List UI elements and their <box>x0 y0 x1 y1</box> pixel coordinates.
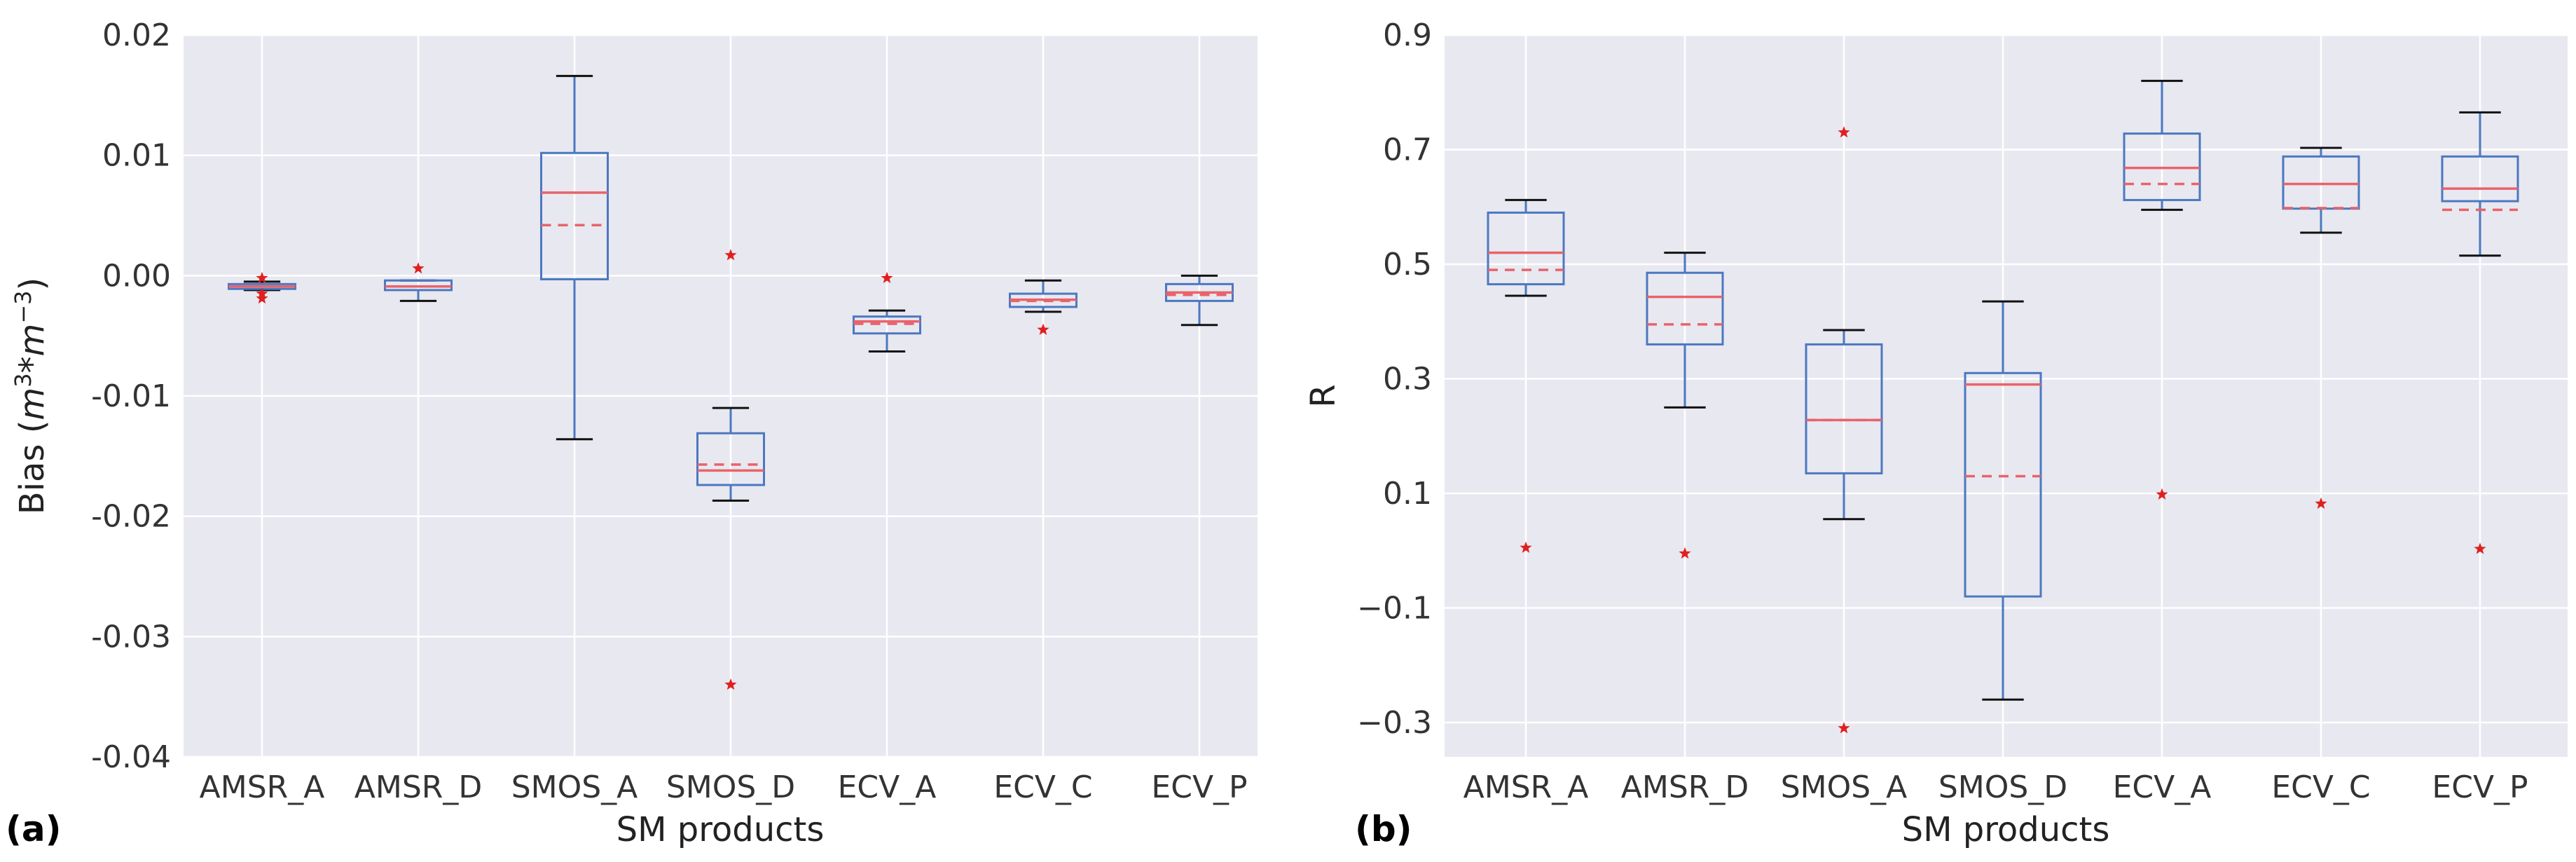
panel-a: -0.04-0.03-0.02-0.010.000.010.02 AMSR_A A… <box>6 18 1258 849</box>
x-tick-label: AMSR_A <box>1463 769 1589 805</box>
y-axis-label-a-main: Bias ( <box>13 420 52 515</box>
y-tick-label: 0.5 <box>1383 247 1432 282</box>
outlier-marker <box>881 271 893 283</box>
outlier-marker <box>2156 488 2168 500</box>
outlier-marker <box>724 678 737 690</box>
y-axis-label-a-m2: m <box>13 324 52 357</box>
outlier-marker <box>2474 542 2486 554</box>
y-tick-label: -0.02 <box>91 499 171 535</box>
y-tick-label: 0.02 <box>102 18 171 53</box>
x-tick-label: AMSR_D <box>1621 769 1749 805</box>
panel-label-b: (b) <box>1355 809 1412 849</box>
outlier-marker <box>412 262 425 274</box>
y-axis-label-a-mid: * <box>13 356 52 373</box>
box-marks-a <box>228 74 1234 690</box>
y-axis-label-a-exp2: −3 <box>10 291 36 324</box>
x-tick-label: SMOS_D <box>666 769 795 805</box>
y-tick-label: -0.03 <box>91 619 171 655</box>
x-tick-label: ECV_A <box>838 769 937 805</box>
y-tick-label: −0.1 <box>1357 590 1432 626</box>
plot-area-b <box>1445 35 2568 757</box>
y-tick-labels-a: -0.04 -0.03 -0.02 -0.01 0.00 0.01 0.02 <box>91 18 171 775</box>
y-tick-label: 0.01 <box>102 138 171 174</box>
y-tick-label: 0.9 <box>1383 18 1432 53</box>
x-tick-label: SMOS_A <box>511 769 638 805</box>
y-tick-label: 0.7 <box>1383 132 1432 167</box>
box-iqr <box>540 151 609 280</box>
outlier-marker <box>2315 497 2327 509</box>
x-tick-label: AMSR_D <box>354 769 482 805</box>
outlier-marker <box>1520 541 1532 553</box>
y-axis-label-b: R <box>1304 384 1343 407</box>
box-marks-b <box>1487 79 2519 734</box>
y-axis-label-a: Bias (m3*m−3) <box>10 278 52 514</box>
box-iqr <box>1487 211 1565 286</box>
x-tick-label: ECV_C <box>993 769 1092 805</box>
box-iqr <box>1964 371 2042 598</box>
panel-b: −0.3 −0.1 0.1 0.3 0.5 0.7 0.9 AMSR_A AMSR_D SMOS… <box>1304 18 2568 849</box>
outlier-marker <box>724 249 737 261</box>
x-tick-label: SMOS_A <box>1781 769 1908 805</box>
y-tick-label: 0.1 <box>1383 476 1432 512</box>
y-tick-labels-b: −0.3 −0.1 0.1 0.3 0.5 0.7 0.9 <box>1357 18 1432 741</box>
y-tick-label: −0.3 <box>1357 705 1432 741</box>
y-axis-label-a-close: ) <box>13 278 52 291</box>
x-axis-label-a: SM products <box>617 810 825 849</box>
x-axis-label-b: SM products <box>1902 810 2110 849</box>
y-tick-label: -0.04 <box>91 739 171 775</box>
y-axis-label-a-m1: m <box>13 388 52 420</box>
y-tick-label: -0.01 <box>91 378 171 414</box>
outlier-marker <box>256 271 268 283</box>
box-iqr <box>696 432 765 486</box>
box-iqr <box>1646 271 1724 346</box>
box-iqr <box>2441 155 2519 203</box>
x-tick-label: AMSR_A <box>200 769 325 805</box>
panel-label-a: (a) <box>6 809 61 849</box>
x-tick-labels-a: AMSR_A AMSR_D SMOS_A SMOS_D ECV_A ECV_C ECV_P <box>200 769 1248 805</box>
grid-b <box>1445 34 2568 757</box>
x-tick-labels-b: AMSR_A AMSR_D SMOS_A SMOS_D ECV_A ECV_C ECV_P <box>1463 769 2528 805</box>
x-tick-label: ECV_P <box>2432 769 2528 805</box>
outlier-marker <box>256 292 268 304</box>
x-tick-label: ECV_A <box>2113 769 2212 805</box>
x-tick-label: ECV_P <box>1151 769 1247 805</box>
outlier-marker <box>1838 126 1850 138</box>
x-tick-label: ECV_C <box>2271 769 2370 805</box>
outlier-marker <box>1679 547 1691 559</box>
y-tick-label: 0.3 <box>1383 361 1432 397</box>
outlier-marker <box>1037 323 1049 335</box>
outlier-marker <box>1838 722 1850 734</box>
box-iqr <box>1805 343 1883 474</box>
y-tick-label: 0.00 <box>102 258 171 294</box>
x-tick-label: SMOS_D <box>1938 769 2067 805</box>
y-axis-label-a-exp1: 3 <box>10 373 36 387</box>
